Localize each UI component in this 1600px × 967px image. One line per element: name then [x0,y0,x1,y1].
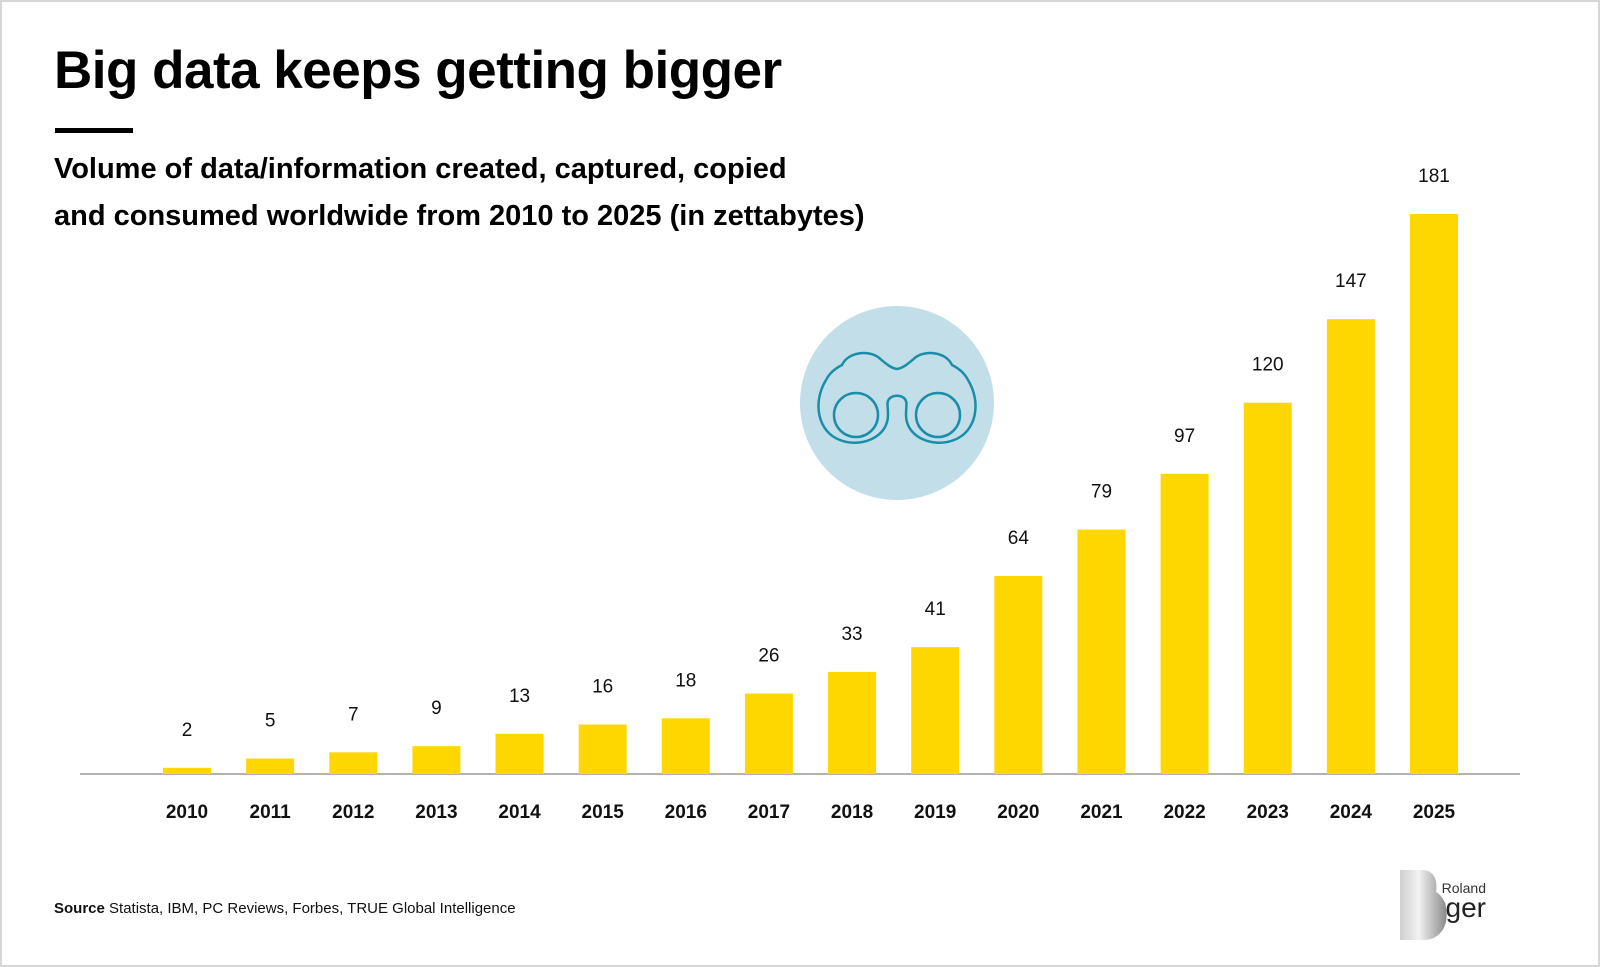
x-tick-label: 2014 [498,802,541,823]
x-tick-label: 2025 [1413,802,1456,823]
logo-roland: Roland [1441,880,1486,896]
chart-subtitle: Volume of data/information created, capt… [54,146,865,240]
x-tick-label: 2024 [1330,802,1373,823]
x-tick-label: 2015 [582,802,625,823]
page-title: Big data keeps getting bigger [54,41,782,100]
subtitle-line-1: Volume of data/information created, capt… [54,153,787,185]
bar-2011 [246,758,295,774]
data-label-2025: 181 [1418,166,1450,187]
data-label-2020: 64 [1008,528,1030,549]
data-label-2021: 79 [1091,482,1112,503]
data-label-2024: 147 [1335,271,1367,292]
source-label: Source [54,900,105,917]
bar-2024 [1326,319,1375,774]
bar-2016 [661,718,710,774]
x-tick-label: 2013 [415,802,457,823]
bar-2017 [744,693,793,774]
data-label-2023: 120 [1252,355,1284,376]
x-tick-label: 2021 [1080,802,1123,823]
x-tick-label: 2017 [748,802,790,823]
data-label-2022: 97 [1174,426,1195,447]
data-label-2015: 16 [592,676,613,697]
title-rule [55,128,133,133]
x-tick-label: 2016 [665,802,707,823]
x-tick-label: 2018 [831,802,873,823]
bar-2025 [1410,214,1458,774]
bar-2012 [329,752,378,774]
x-tick-label: 2011 [250,802,292,823]
x-tick-label: 2019 [914,802,956,823]
bar-2010 [163,767,211,774]
bar-2013 [412,746,461,774]
data-label-2013: 9 [431,698,442,719]
subtitle-line-2: and consumed worldwide from 2010 to 2025… [54,200,865,232]
bar-2018 [828,671,877,774]
roland-berger-logo: Roland Berger [1398,870,1548,940]
bar-2022 [1160,473,1209,774]
bar-2015 [578,724,627,774]
bar-2019 [911,647,960,774]
data-label-2019: 41 [925,599,946,620]
bar-2023 [1243,402,1292,774]
x-tick-label: 2022 [1163,802,1205,823]
data-label-2014: 13 [509,686,530,707]
binoculars-icon [800,306,994,500]
bar-2020 [994,575,1043,774]
source-note: Source Statista, IBM, PC Reviews, Forbes… [54,900,516,917]
source-text: Statista, IBM, PC Reviews, Forbes, TRUE … [104,900,516,917]
x-tick-label: 2012 [332,802,374,823]
bar-2021 [1077,529,1126,774]
x-tick-label: 2010 [166,802,208,823]
data-label-2012: 7 [348,704,359,725]
x-tick-label: 2023 [1247,802,1289,823]
data-label-2017: 26 [758,646,779,667]
data-label-2016: 18 [675,670,696,691]
bar-2014 [495,733,544,774]
data-label-2010: 2 [182,720,193,741]
x-tick-label: 2020 [997,802,1039,823]
data-label-2018: 33 [841,624,862,645]
data-label-2011: 5 [265,711,276,732]
logo-b-mark [1400,870,1447,940]
